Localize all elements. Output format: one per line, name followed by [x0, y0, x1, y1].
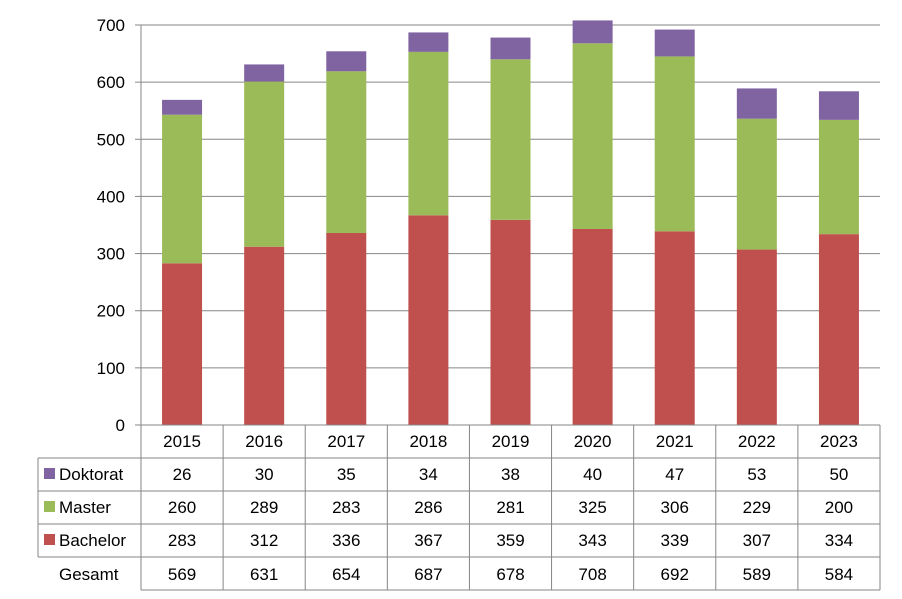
x-tick-label: 2018 — [409, 432, 447, 451]
table-cell-doktorat: 53 — [747, 465, 766, 484]
x-tick-label: 2015 — [163, 432, 201, 451]
table-cell-master: 325 — [578, 498, 606, 517]
y-tick-label: 600 — [97, 73, 125, 92]
legend-label-bachelor: Bachelor — [59, 531, 126, 550]
bar-bachelor-2017 — [326, 233, 367, 425]
x-tick-label: 2019 — [492, 432, 530, 451]
table-cell-doktorat: 34 — [419, 465, 438, 484]
table-cell-doktorat: 26 — [173, 465, 192, 484]
y-tick-label: 300 — [97, 245, 125, 264]
bar-doktorat-2020 — [572, 20, 613, 44]
table-cell-master: 200 — [825, 498, 853, 517]
table-cell-bachelor: 307 — [743, 531, 771, 550]
y-tick-label: 0 — [116, 416, 125, 435]
bar-bachelor-2022 — [736, 249, 777, 425]
x-tick-label: 2017 — [327, 432, 365, 451]
total-row-label: Gesamt — [59, 565, 119, 584]
table-cell-total: 654 — [332, 565, 360, 584]
bars — [162, 20, 859, 425]
table-cell-doktorat: 40 — [583, 465, 602, 484]
table-cell-total: 589 — [743, 565, 771, 584]
bar-bachelor-2016 — [244, 246, 285, 425]
bar-doktorat-2019 — [490, 37, 531, 60]
table-cell-bachelor: 283 — [168, 531, 196, 550]
table-cell-bachelor: 336 — [332, 531, 360, 550]
bar-master-2020 — [572, 43, 613, 230]
bar-master-2017 — [326, 71, 367, 234]
table-cell-doktorat: 30 — [255, 465, 274, 484]
x-tick-label: 2021 — [656, 432, 694, 451]
table-cell-master: 283 — [332, 498, 360, 517]
bar-bachelor-2020 — [572, 229, 613, 425]
bar-bachelor-2015 — [162, 263, 203, 425]
legend-label-doktorat: Doktorat — [59, 465, 124, 484]
bar-doktorat-2015 — [162, 99, 203, 115]
bar-master-2016 — [244, 81, 285, 247]
axes — [140, 25, 880, 426]
x-tick-label: 2020 — [574, 432, 612, 451]
y-axis-ticks: 0 100 200 300 400 500 600 700 — [97, 16, 141, 435]
bar-doktorat-2018 — [408, 32, 449, 52]
bar-master-2022 — [736, 118, 777, 250]
bar-doktorat-2023 — [818, 91, 859, 120]
table-cell-bachelor: 339 — [661, 531, 689, 550]
table-cell-master: 281 — [496, 498, 524, 517]
table-cell-total: 584 — [825, 565, 853, 584]
bar-master-2021 — [654, 56, 695, 232]
x-tick-label: 2022 — [738, 432, 776, 451]
bar-doktorat-2021 — [654, 29, 695, 57]
y-tick-label: 700 — [97, 16, 125, 35]
table-cell-doktorat: 35 — [337, 465, 356, 484]
table-cell-total: 687 — [414, 565, 442, 584]
legend-swatch-bachelor — [44, 534, 55, 545]
bar-doktorat-2016 — [244, 64, 285, 82]
y-tick-label: 200 — [97, 302, 125, 321]
bar-doktorat-2017 — [326, 51, 367, 72]
x-tick-label: 2016 — [245, 432, 283, 451]
bar-bachelor-2021 — [654, 231, 695, 425]
data-table: 2015 2016 2017 2018 2019 2020 2021 2022 2023 Dokt… — [37, 425, 881, 591]
bar-bachelor-2023 — [818, 234, 859, 425]
table-cell-bachelor: 334 — [825, 531, 853, 550]
table-cell-total: 631 — [250, 565, 278, 584]
bar-master-2015 — [162, 114, 203, 264]
table-cell-bachelor: 367 — [414, 531, 442, 550]
table-cell-master: 260 — [168, 498, 196, 517]
table-cell-doktorat: 38 — [501, 465, 520, 484]
bar-doktorat-2022 — [736, 88, 777, 119]
table-cell-bachelor: 312 — [250, 531, 278, 550]
table-cell-total: 569 — [168, 565, 196, 584]
bar-bachelor-2018 — [408, 215, 449, 425]
bar-master-2018 — [408, 51, 449, 216]
legend-swatch-doktorat — [44, 468, 55, 479]
table-cell-total: 692 — [661, 565, 689, 584]
table-cell-bachelor: 359 — [496, 531, 524, 550]
y-tick-label: 400 — [97, 187, 125, 206]
legend-swatch-master — [44, 501, 55, 512]
table-cell-master: 306 — [661, 498, 689, 517]
table-cell-master: 286 — [414, 498, 442, 517]
table-cell-doktorat: 50 — [829, 465, 848, 484]
bar-bachelor-2019 — [490, 219, 531, 425]
x-tick-label: 2023 — [820, 432, 858, 451]
bar-master-2023 — [818, 119, 859, 235]
table-cell-total: 678 — [496, 565, 524, 584]
table-cell-doktorat: 47 — [665, 465, 684, 484]
bar-master-2019 — [490, 59, 531, 220]
table-cell-bachelor: 343 — [578, 531, 606, 550]
table-cell-total: 708 — [578, 565, 606, 584]
y-tick-label: 100 — [97, 359, 125, 378]
table-cell-master: 229 — [743, 498, 771, 517]
y-tick-label: 500 — [97, 130, 125, 149]
table-cell-master: 289 — [250, 498, 278, 517]
legend-label-master: Master — [59, 498, 111, 517]
